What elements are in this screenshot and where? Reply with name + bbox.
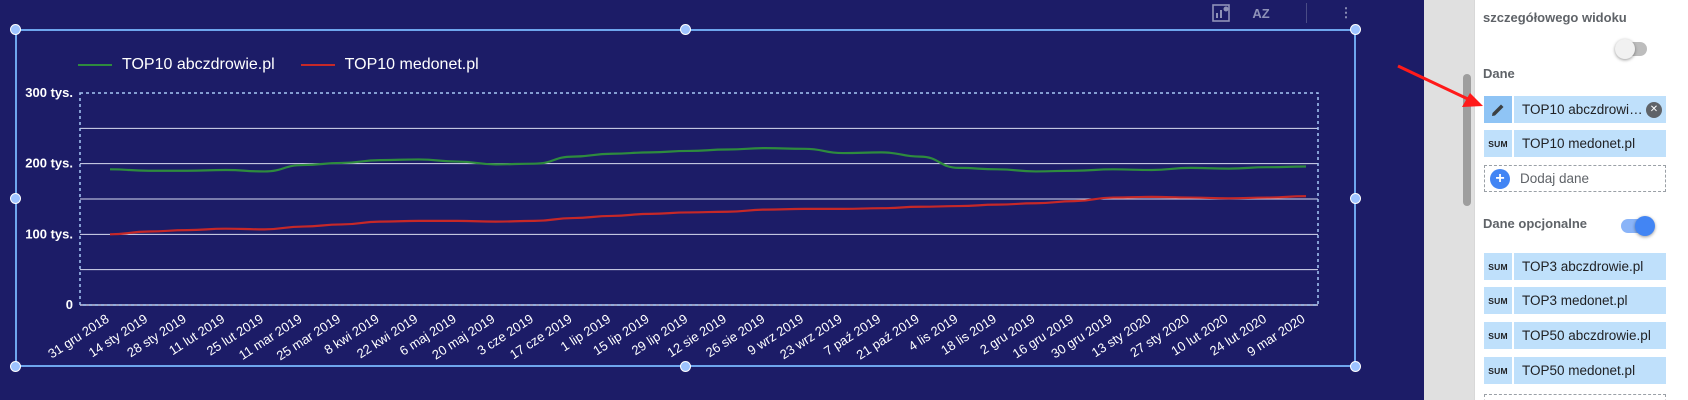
report-canvas: 300 tys. 200 tys. 100 tys. 0 31 gru 2018 14 …: [0, 0, 1424, 400]
resize-handle-bottom[interactable]: [680, 361, 691, 372]
legend-label: TOP10 medonet.pl: [344, 56, 479, 73]
y-tick-label: 0: [66, 297, 73, 312]
remove-metric-icon[interactable]: ✕: [1646, 101, 1662, 118]
data-section-label: Dane: [1483, 66, 1515, 81]
legend-item-medonet[interactable]: TOP10 medonet.pl: [300, 56, 479, 74]
plot-area-frame: [79, 92, 1319, 306]
sort-az-icon[interactable]: AZ: [1252, 5, 1270, 21]
metric-label: TOP10 abczdrowie.pl: [1522, 102, 1646, 117]
resize-handle-bottom-right[interactable]: [1350, 361, 1361, 372]
y-tick-label: 300 tys.: [25, 85, 73, 100]
metric-label: TOP50 medonet.pl: [1522, 363, 1636, 378]
resize-handle-left[interactable]: [10, 193, 21, 204]
metric-label: TOP50 abczdrowie.pl: [1522, 328, 1651, 343]
y-tick-label: 200 tys.: [25, 156, 73, 171]
detail-view-label: szczegółowego widoku: [1483, 10, 1627, 25]
y-tick-label: 100 tys.: [25, 226, 73, 241]
optional-data-toggle[interactable]: [1621, 216, 1655, 236]
aggregation-tag[interactable]: SUM: [1484, 322, 1514, 349]
optional-data-label: Dane opcjonalne: [1483, 216, 1588, 231]
metric-chip-top10-medonet[interactable]: SUM TOP10 medonet.pl: [1484, 130, 1666, 157]
add-data-button[interactable]: + Dodaj dane: [1484, 165, 1666, 192]
detail-view-toggle[interactable]: [1615, 39, 1647, 59]
resize-handle-top-right[interactable]: [1350, 24, 1361, 35]
series-line-medonet[interactable]: [109, 195, 1307, 236]
chart-toolbar: AZ ⋮: [1210, 2, 1357, 24]
legend-item-abczdrowie[interactable]: TOP10 abczdrowie.pl: [78, 56, 275, 74]
metric-label: TOP3 abczdrowie.pl: [1522, 259, 1644, 274]
resize-handle-bottom-left[interactable]: [10, 361, 21, 372]
add-optional-data-button[interactable]: [1484, 394, 1666, 400]
aggregation-tag[interactable]: SUM: [1484, 130, 1514, 157]
add-data-label: Dodaj dane: [1520, 171, 1590, 186]
resize-handle-top[interactable]: [680, 24, 691, 35]
optional-metric-chip[interactable]: SUM TOP50 abczdrowie.pl: [1484, 322, 1666, 349]
toolbar-separator: [1306, 3, 1307, 23]
edit-pencil-icon[interactable]: [1484, 96, 1514, 123]
metric-chip-top10-abczdrowie[interactable]: TOP10 abczdrowie.pl ✕: [1484, 96, 1666, 123]
optional-metric-chip[interactable]: SUM TOP3 abczdrowie.pl: [1484, 253, 1666, 280]
legend-label: TOP10 abczdrowie.pl: [122, 56, 275, 73]
panel-scrollbar[interactable]: [1463, 74, 1471, 206]
aggregation-tag[interactable]: SUM: [1484, 287, 1514, 314]
legend-swatch: [78, 64, 112, 66]
properties-panel: szczegółowego widoku Dane TOP10 abczdrow…: [1474, 0, 1688, 400]
optional-metric-chip[interactable]: SUM TOP50 medonet.pl: [1484, 357, 1666, 384]
metric-label: TOP10 medonet.pl: [1522, 136, 1636, 151]
aggregation-tag[interactable]: SUM: [1484, 253, 1514, 280]
plus-icon: +: [1490, 168, 1510, 189]
chart-legend: TOP10 abczdrowie.pl TOP10 medonet.pl: [78, 56, 479, 74]
resize-handle-top-left[interactable]: [10, 24, 21, 35]
optional-metric-chip[interactable]: SUM TOP3 medonet.pl: [1484, 287, 1666, 314]
chart-settings-icon[interactable]: [1210, 2, 1232, 24]
time-series-chart[interactable]: 300 tys.200 tys.100 tys.0 31 gru 201814 …: [0, 0, 1424, 400]
resize-handle-right[interactable]: [1350, 193, 1361, 204]
series-line-abczdrowie[interactable]: [109, 147, 1307, 173]
metric-label: TOP3 medonet.pl: [1522, 293, 1628, 308]
aggregation-tag[interactable]: SUM: [1484, 357, 1514, 384]
legend-swatch: [300, 64, 335, 66]
more-vert-icon[interactable]: ⋮: [1339, 5, 1353, 20]
